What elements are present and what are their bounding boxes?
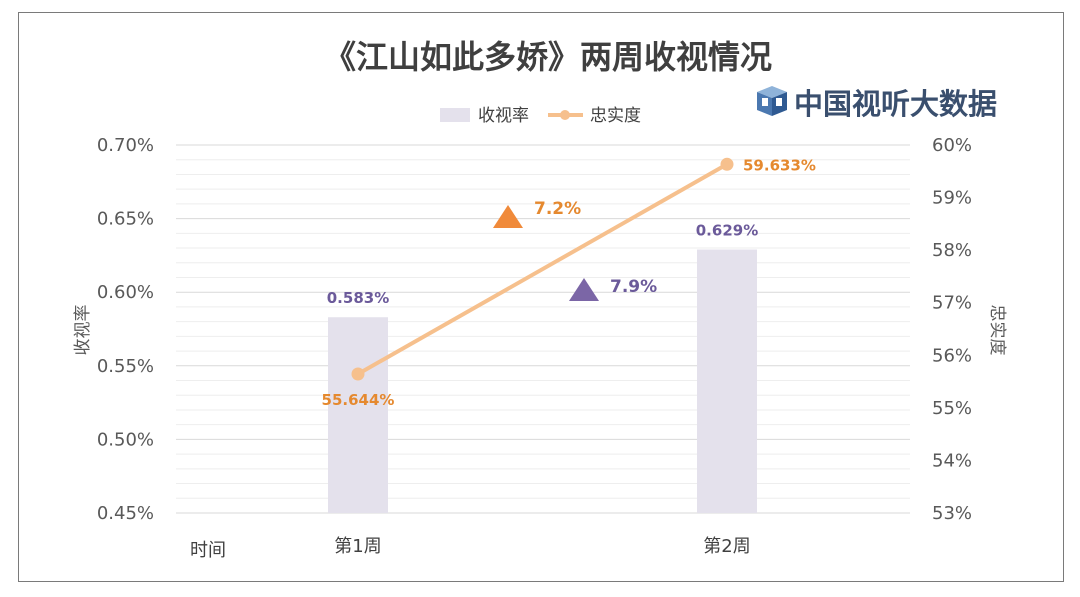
left-axis-title: 收视率 [73,305,93,356]
bar-series [328,249,757,513]
brand-name: 中国视听大数据 [794,87,997,121]
left-tick-label: 0.70% [97,135,154,156]
right-tick-label: 54% [932,450,972,471]
chart-title: 《江山如此多娇》两周收视情况 [324,38,772,76]
right-tick-label: 53% [932,503,972,524]
right-tick-label: 60% [932,135,972,156]
growth-label-rating: 7.9% [610,277,657,297]
line-point [351,367,365,381]
legend-swatch-bar [440,108,470,122]
line-path [356,162,729,377]
triangle-up-icon [493,205,523,228]
left-tick-label: 0.45% [97,503,154,524]
bar-data-label: 0.629% [696,222,758,240]
data-labels: 0.583% 0.629% 55.644% 59.633% [322,156,816,409]
line-data-label: 59.633% [743,156,816,174]
legend: 收视率 忠实度 [440,106,641,126]
bar [328,317,388,513]
right-tick-label: 55% [932,398,972,419]
left-tick-label: 0.55% [97,356,154,377]
x-axis-title: 时间 [190,540,226,561]
growth-annotation-rating: 7.9% [569,277,657,301]
right-axis-title: 忠实度 [987,305,1007,356]
left-axis-ticks: 0.45% 0.50% 0.55% 0.60% 0.65% 0.70% [97,135,154,524]
gridlines [176,144,910,514]
category-labels: 第1周 第2周 [334,536,750,557]
left-tick-label: 0.60% [97,282,154,303]
brand-logo: 中国视听大数据 [757,86,997,121]
right-tick-label: 56% [932,345,972,366]
brand-cube-icon [757,86,787,116]
left-tick-label: 0.50% [97,429,154,450]
legend-swatch-marker [560,110,570,120]
line-point [720,157,734,171]
bar-data-label: 0.583% [327,289,389,307]
right-axis-ticks: 53% 54% 55% 56% 57% 58% 59% 60% [932,135,972,524]
chart-frame [18,12,1064,582]
right-tick-label: 58% [932,240,972,261]
right-tick-label: 57% [932,293,972,314]
legend-label-bar: 收视率 [478,106,529,126]
line-data-label: 55.644% [322,391,395,409]
growth-label-loyalty: 7.2% [534,199,581,219]
triangle-up-icon [569,278,599,301]
left-tick-label: 0.65% [97,209,154,230]
line-series [351,157,734,381]
bar [697,249,757,513]
growth-annotation-loyalty: 7.2% [493,199,581,228]
legend-label-line: 忠实度 [590,106,641,126]
category-label: 第2周 [703,536,750,557]
category-label: 第1周 [334,536,381,557]
right-tick-label: 59% [932,188,972,209]
